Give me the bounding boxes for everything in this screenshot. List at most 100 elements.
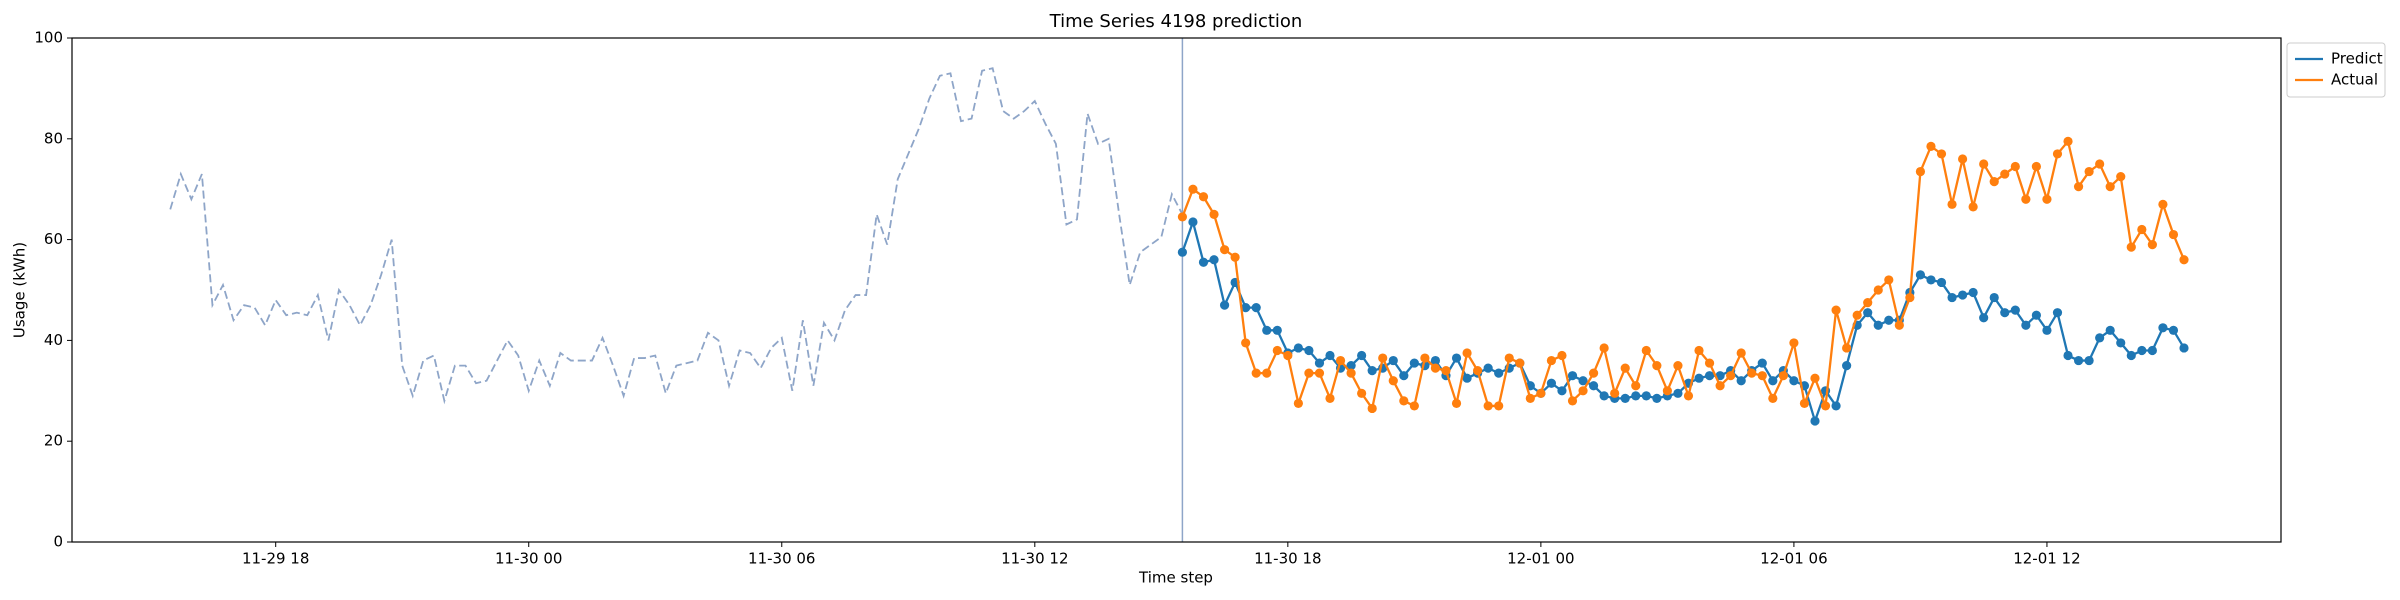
data-point	[1768, 376, 1778, 386]
data-point	[1599, 343, 1609, 353]
data-point	[1715, 381, 1725, 391]
data-point	[1272, 345, 1282, 356]
data-point	[2179, 255, 2189, 265]
data-point	[1504, 353, 1514, 363]
data-point	[1778, 371, 1788, 381]
data-point	[2010, 161, 2020, 172]
series-line	[1181, 138, 2186, 412]
data-point	[2063, 136, 2073, 146]
data-point	[1789, 338, 1799, 348]
data-point	[1578, 386, 1588, 396]
data-point	[2105, 325, 2115, 335]
legend-box	[2286, 42, 2386, 98]
data-point	[1641, 345, 1651, 356]
data-point	[1873, 285, 1883, 295]
data-point	[1863, 298, 1873, 308]
data-point	[1852, 310, 1862, 320]
data-point	[1704, 358, 1715, 368]
data-point	[1905, 292, 1915, 303]
data-point	[1683, 391, 1694, 401]
data-point	[1262, 368, 1272, 378]
data-point	[1588, 368, 1599, 378]
data-point	[1367, 366, 1377, 376]
data-point	[1546, 378, 1557, 388]
data-point	[1957, 290, 1968, 300]
data-point	[2147, 345, 2157, 356]
data-point	[2095, 159, 2105, 169]
data-point	[2063, 350, 2073, 361]
data-point	[1262, 325, 1272, 335]
data-point	[1810, 373, 1820, 383]
data-point	[2137, 224, 2147, 235]
data-point	[1230, 252, 1240, 262]
data-point	[1979, 313, 1989, 323]
data-point	[1473, 366, 1483, 376]
data-point	[1936, 149, 1947, 159]
data-point	[2000, 308, 2010, 318]
data-point	[1968, 202, 1978, 212]
data-point	[2031, 161, 2041, 172]
data-point	[1989, 292, 1999, 303]
data-point	[2137, 345, 2147, 356]
data-point	[1820, 386, 1831, 396]
data-point	[1884, 315, 1894, 325]
data-point	[1768, 393, 1778, 403]
data-point	[1346, 361, 1356, 371]
data-point	[1388, 376, 1398, 386]
data-point	[2126, 242, 2136, 252]
data-point	[1219, 300, 1230, 310]
data-point	[1188, 184, 1198, 194]
x-tick-label: 11-29 18	[242, 550, 309, 568]
data-point	[1451, 398, 1462, 408]
data-point	[2031, 310, 2041, 320]
data-point	[1557, 350, 1567, 361]
x-tick-label: 11-30 18	[1254, 550, 1321, 568]
data-point	[2010, 305, 2020, 315]
data-point	[1673, 388, 1683, 398]
data-point	[1968, 287, 1978, 298]
data-point	[1357, 388, 1367, 398]
y-tick-label: 80	[44, 129, 63, 147]
data-point	[2042, 325, 2052, 335]
data-point	[1610, 388, 1620, 398]
data-point	[1314, 368, 1325, 378]
data-point	[1704, 371, 1715, 381]
data-point	[1335, 355, 1346, 366]
data-point	[2084, 166, 2094, 177]
data-point	[1441, 366, 1451, 376]
y-axis-label: Usage (kWh)	[11, 242, 29, 338]
data-point	[1578, 376, 1588, 386]
data-point	[1304, 345, 1314, 356]
data-point	[1177, 212, 1188, 222]
data-point	[1979, 159, 1989, 169]
data-point	[1483, 363, 1493, 373]
data-point	[1641, 391, 1651, 401]
x-tick-label: 11-30 12	[1001, 550, 1068, 568]
data-point	[1241, 303, 1251, 313]
data-point	[1409, 358, 1419, 368]
data-point	[1715, 371, 1725, 381]
data-point	[1272, 325, 1282, 335]
data-point	[1947, 199, 1957, 209]
data-point	[1820, 401, 1831, 411]
data-point	[2073, 355, 2084, 366]
data-point	[1620, 363, 1630, 373]
data-point	[1314, 358, 1325, 368]
data-point	[1810, 416, 1820, 426]
data-point	[2105, 182, 2115, 192]
chart-title: Time Series 4198 prediction	[1049, 11, 1303, 32]
data-point	[1219, 245, 1230, 255]
data-point	[2179, 343, 2189, 353]
data-point	[1557, 386, 1567, 396]
series-line	[169, 67, 1184, 405]
data-point	[1494, 368, 1504, 378]
data-point	[1652, 393, 1662, 403]
data-point	[1726, 371, 1736, 381]
data-point	[1198, 257, 1209, 267]
data-point	[1947, 292, 1957, 303]
data-point	[1462, 348, 1472, 358]
data-point	[1620, 393, 1630, 403]
data-point	[1789, 376, 1799, 386]
data-point	[1757, 358, 1767, 368]
y-tick-label: 20	[44, 432, 63, 450]
